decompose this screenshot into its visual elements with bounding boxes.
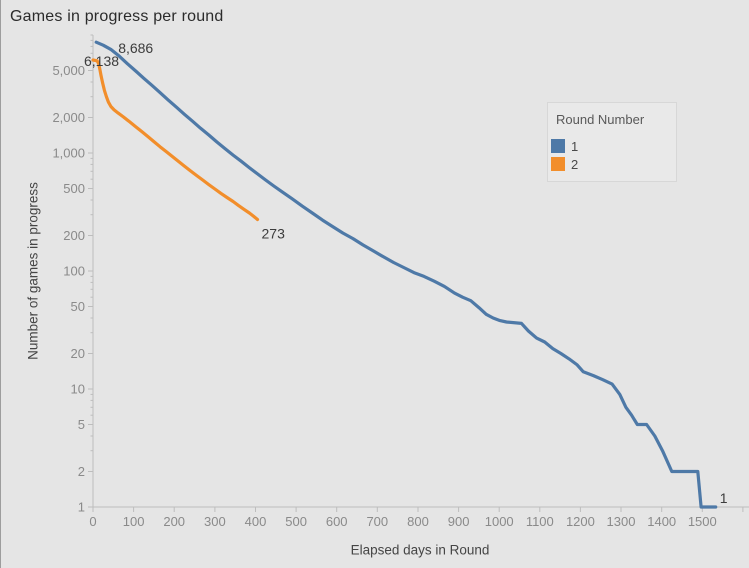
data-label-8686: 8,686: [118, 40, 153, 56]
y-tick-label: 10: [71, 382, 85, 397]
y-tick-label: 500: [63, 181, 85, 196]
y-tick-label: 2,000: [52, 110, 85, 125]
x-tick-label: 700: [366, 514, 388, 529]
series-line-round-1[interactable]: [94, 40, 718, 509]
x-tick-label: 600: [326, 514, 348, 529]
y-tick-label: 20: [71, 346, 85, 361]
legend-item-label: 2: [571, 156, 579, 172]
legend-title: Round Number: [556, 112, 645, 127]
y-tick-label: 5: [78, 417, 85, 432]
x-tick-label: 900: [448, 514, 470, 529]
x-axis-title: Elapsed days in Round: [350, 542, 490, 558]
data-label-6138: 6,138: [84, 53, 119, 69]
legend-item-label: 1: [571, 138, 579, 154]
x-tick-label: 1100: [526, 514, 554, 529]
legend-swatch-round-1: [551, 139, 565, 153]
x-tick-label: 1200: [566, 514, 595, 529]
legend-swatch-round-2: [551, 157, 565, 171]
data-label-273: 273: [262, 226, 286, 242]
y-tick-label: 2: [78, 464, 85, 479]
x-tick-label: 100: [123, 514, 145, 529]
y-tick-label: 200: [63, 228, 85, 243]
x-tick-label: 1400: [647, 514, 676, 529]
x-tick-label: 800: [407, 514, 429, 529]
x-tick-label: 300: [204, 514, 226, 529]
x-tick-label: 1300: [607, 514, 636, 529]
y-tick-label: 100: [63, 264, 85, 279]
data-label-1: 1: [720, 490, 728, 506]
x-tick-label: 1000: [485, 514, 514, 529]
y-tick-label: 1,000: [52, 146, 85, 161]
x-tick-label: 200: [163, 514, 185, 529]
x-tick-label: 0: [89, 514, 96, 529]
chart-title: Games in progress per round: [10, 8, 224, 25]
x-tick-label: 400: [245, 514, 267, 529]
window-left-edge: [0, 0, 1, 568]
y-axis-title: Number of games in progress: [25, 182, 41, 360]
x-tick-label: 500: [285, 514, 307, 529]
y-tick-label: 1: [78, 500, 85, 515]
legend-item-round-2[interactable]: 2: [551, 156, 676, 172]
series-line-round-2[interactable]: [91, 58, 260, 222]
x-tick-label: 1500: [688, 514, 717, 529]
y-tick-label: 50: [71, 299, 85, 314]
legend-item-round-1[interactable]: 1: [551, 138, 676, 154]
y-tick-label: 5,000: [52, 63, 85, 78]
